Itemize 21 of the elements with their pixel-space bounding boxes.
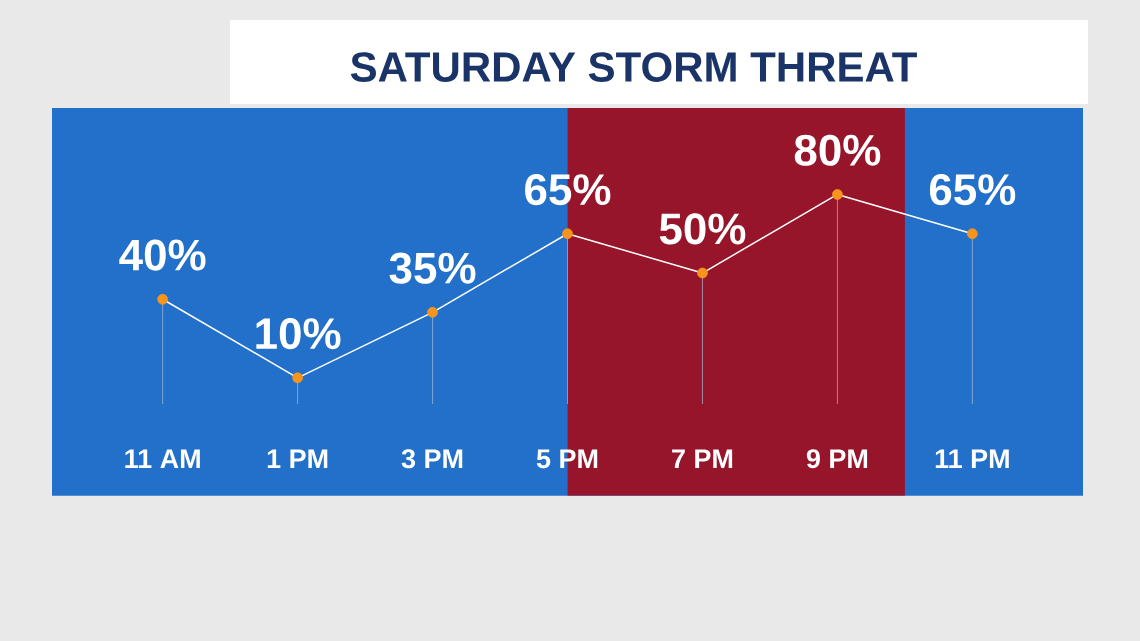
data-label: 40% xyxy=(119,239,206,271)
data-label: 50% xyxy=(659,213,746,245)
point xyxy=(697,267,708,279)
data-label: 80% xyxy=(794,134,881,166)
point xyxy=(157,293,169,305)
point xyxy=(967,228,978,240)
x-tick-label: 7 PM xyxy=(672,449,733,468)
chart-title: SATURDAY STORM THREAT xyxy=(350,52,917,82)
point xyxy=(292,372,303,384)
data-label: 10% xyxy=(256,318,341,350)
x-tick-label: 11 AM xyxy=(125,449,200,468)
data-label: 35% xyxy=(389,252,476,284)
x-tick-label: 9 PM xyxy=(806,449,868,469)
x-tick-label: 3 PM xyxy=(401,449,463,469)
x-tick-label: 11 PM xyxy=(935,449,1009,468)
point xyxy=(427,306,438,318)
point xyxy=(832,189,843,200)
data-label: 65% xyxy=(525,174,611,206)
x-tick-label: 1 PM xyxy=(267,449,328,468)
data-label: 65% xyxy=(929,174,1016,206)
point xyxy=(562,228,573,240)
